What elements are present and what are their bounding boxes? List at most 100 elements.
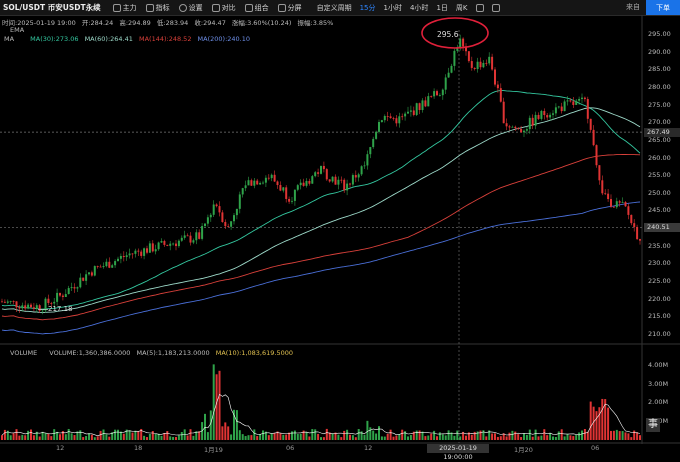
volume-bar [250,435,253,440]
candle-body [525,129,528,131]
volume-bar [543,429,546,440]
timeframe-1w[interactable]: 周K [455,3,468,12]
indicator-button[interactable]: 指标 [145,3,170,13]
candle-body [380,120,383,123]
order-button[interactable]: 下单 [646,0,680,15]
volume-bar [502,433,505,440]
volume-bar [247,435,250,440]
candle-body [198,232,201,239]
candle-body [343,179,346,191]
volume-bar [35,431,38,440]
candle-body [175,243,177,247]
timeframe-custom[interactable]: 自定义周期 [316,3,352,12]
volume-bar [122,433,125,440]
time-tick-label: 06 [286,444,295,452]
candle-body [612,206,615,208]
ma60-value: MA(60):264.41 [84,35,133,43]
candle-body [264,177,267,183]
candle-body [134,250,137,254]
volume-bar [102,429,105,440]
volume-bar [331,433,334,440]
candle-body [267,177,270,179]
fullscreen-icon[interactable] [491,3,500,12]
candle-body [508,126,511,128]
price-tick-label: 275.00 [648,100,671,109]
volume-bar [163,432,166,440]
volume-bar [134,430,137,440]
candle-body [59,292,61,296]
volume-bar [482,430,485,440]
volume-bar [241,434,244,440]
split-screen-button[interactable]: 分屏 [277,3,302,13]
ma30-value: MA(30):273.06 [30,35,79,43]
indicator-icon [145,3,154,12]
candle-body [389,116,392,119]
volume-bar [517,434,520,440]
crosshair-time-label: 2025-01-19 19:00:00 [427,444,489,461]
combo-button[interactable]: 组合 [244,3,269,13]
candle-body [56,292,59,302]
ma-label[interactable]: MA [4,35,15,43]
candle-body [369,147,372,155]
volume-label[interactable]: VOLUME [10,349,38,357]
volume-bar [450,432,453,440]
volume-value: VOLUME:1,360,386.0000 [49,349,131,357]
volume-bar [363,434,366,440]
main-force-button[interactable]: 主力 [112,3,137,13]
candle-body [117,258,119,262]
price-tick-label: 220.00 [648,294,671,303]
compare-button[interactable]: 对比 [211,3,236,13]
volume-bar [189,429,192,440]
candle-body [372,138,375,148]
candle-body [154,249,157,252]
volume-bar [389,429,392,440]
volume-bar [111,432,114,440]
candle-body [627,206,630,215]
candle-body [520,128,523,133]
volume-bar [395,435,398,440]
volume-bar [607,407,610,440]
timeframe-4h[interactable]: 4小时 [409,3,429,12]
ema-label-row: EMA [10,26,28,34]
volume-bar [488,430,491,440]
candle-body [273,174,276,182]
volume-bar [340,437,343,440]
timeframe-1h[interactable]: 1小时 [383,3,402,12]
volume-bar [201,422,204,440]
ema-label[interactable]: EMA [10,26,25,34]
volume-bar [627,433,630,440]
main-force-label: 主力 [122,3,137,12]
event-icon[interactable]: 事 [646,418,660,432]
candle-body [363,165,366,167]
volume-bar [114,429,117,440]
volume-bar [436,436,438,440]
combo-icon [244,3,253,12]
timeframe-15m[interactable]: 15分 [359,3,376,12]
volume-bar [177,435,180,440]
volume-bar [195,431,198,440]
volume-bar [267,435,270,440]
volume-bar [212,364,215,440]
candle-body [148,243,151,253]
timeframe-1d[interactable]: 1日 [436,3,448,12]
candle-body [575,100,578,105]
volume-bar [209,410,212,440]
volume-bar [157,433,160,440]
volume-bar [137,431,140,440]
volume-bar [380,436,383,440]
volume-bar [282,434,285,440]
volume-bar [233,409,235,440]
candle-body [90,272,93,276]
candle-body [47,298,50,304]
settings-button[interactable]: 设置 [178,3,203,13]
candle-body [131,253,134,255]
volume-bar [215,374,218,440]
symbol-title[interactable]: SOL/USDT 币安USDT永续 [3,3,101,12]
volume-bar [392,436,395,440]
candle-body [610,199,612,207]
camera-icon[interactable] [475,3,484,12]
candle-body [441,89,444,96]
volume-bar [311,429,314,440]
candle-body [479,61,482,68]
